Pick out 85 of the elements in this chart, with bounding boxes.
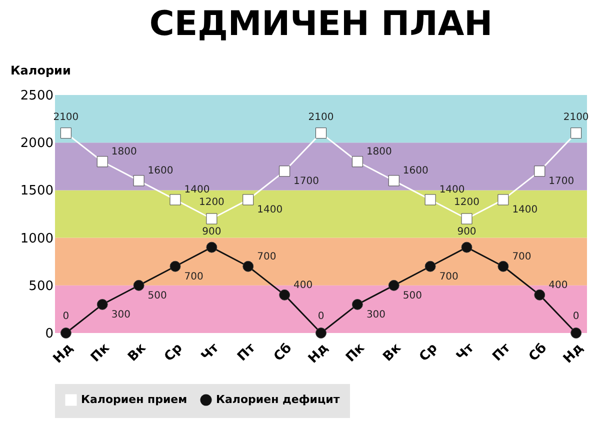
point [170, 260, 181, 272]
point [570, 128, 582, 139]
point [498, 260, 509, 272]
data-label: 700 [512, 251, 532, 262]
data-label: 1600 [148, 166, 174, 177]
data-label: 900 [202, 226, 222, 238]
data-label: 700 [439, 271, 458, 282]
point [60, 328, 72, 338]
y-tick-label: 1500 [20, 184, 54, 199]
data-label: 1600 [402, 166, 428, 177]
data-label: 0 [62, 311, 70, 322]
data-label: 1400 [184, 184, 210, 196]
x-tick-label: Нд [560, 340, 586, 367]
point [498, 194, 509, 206]
point [388, 175, 400, 186]
y-tick-label: 500 [28, 278, 54, 294]
x-tick-label: Пк [88, 340, 113, 366]
y-axis-title: Калории [10, 64, 71, 78]
x-tick-label: Вк [125, 340, 150, 365]
x-tick-label: Сб [526, 340, 550, 365]
point [534, 166, 546, 177]
data-label: 0 [572, 311, 580, 322]
x-tick-label: Вк [380, 340, 404, 365]
x-tick-label: Нд [306, 340, 332, 367]
point [96, 298, 108, 310]
point [570, 328, 582, 338]
point [206, 213, 218, 224]
y-tick-label: 2000 [20, 136, 54, 152]
data-label: 1800 [366, 146, 392, 158]
point [388, 280, 400, 291]
point [133, 175, 144, 186]
data-label: 2100 [53, 112, 79, 124]
data-label: 1400 [512, 204, 538, 216]
point [352, 298, 363, 310]
point [279, 289, 290, 300]
y-tick-label: 2500 [20, 88, 54, 104]
chart-title: СЕДМИЧЕН ПЛАН [149, 4, 493, 44]
x-tick-label: Пк [343, 340, 368, 366]
point [60, 128, 72, 139]
x-tick-label: Пт [490, 340, 514, 364]
data-label: 500 [148, 290, 167, 302]
x-tick-label: Пт [234, 340, 259, 364]
point [242, 260, 254, 272]
point [96, 156, 108, 168]
data-label: 2100 [563, 112, 589, 124]
data-label: 1700 [548, 176, 574, 188]
point [170, 194, 181, 206]
x-tick-label: Сб [271, 340, 295, 365]
x-tick-label: Ср [416, 340, 441, 365]
data-label: 1200 [198, 196, 224, 208]
point [242, 194, 254, 206]
x-tick-label: Нд [50, 340, 76, 367]
point [424, 194, 436, 206]
data-label: 400 [294, 280, 313, 291]
point [316, 128, 326, 139]
data-label: 1400 [257, 204, 283, 216]
point [352, 156, 363, 168]
point [534, 289, 546, 300]
data-label: 900 [457, 226, 476, 238]
data-label: 700 [257, 251, 276, 262]
data-label: 300 [366, 309, 386, 320]
point [461, 242, 472, 253]
data-label: 400 [548, 280, 568, 291]
data-label: 1800 [111, 146, 137, 158]
data-label: 1700 [294, 176, 320, 188]
data-label: 1200 [454, 196, 480, 208]
y-tick-label: 1000 [20, 231, 54, 246]
point [316, 328, 326, 338]
point [279, 166, 290, 177]
x-tick-label: Чт [198, 340, 222, 364]
point [424, 260, 436, 272]
point [206, 242, 218, 253]
x-tick-label: Чт [454, 340, 478, 364]
data-label: 300 [111, 309, 130, 320]
data-label: 700 [184, 271, 204, 282]
x-tick-label: Ср [162, 340, 186, 365]
y-tick-label: 0 [45, 326, 54, 342]
legend-label: Калориен дефицит [216, 393, 340, 406]
data-label: 0 [318, 311, 324, 322]
point [133, 280, 144, 291]
legend-label: Калориен прием [81, 393, 188, 406]
data-label: 1400 [439, 184, 465, 196]
point [461, 213, 472, 224]
data-label: 500 [402, 290, 422, 302]
data-label: 2100 [308, 112, 334, 124]
